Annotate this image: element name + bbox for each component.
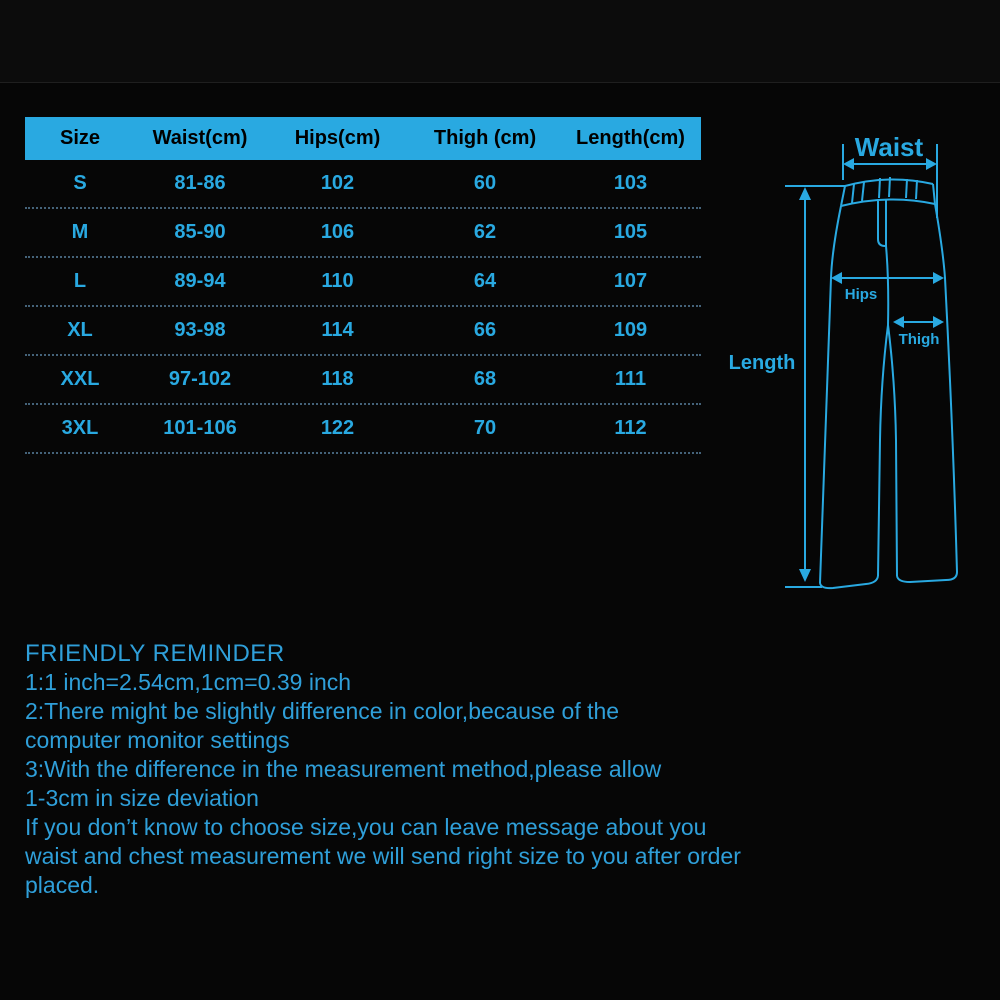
thigh-cell: 66 — [473, 319, 497, 341]
hips-cell: 122 — [320, 417, 355, 439]
thigh-cell: 60 — [473, 172, 497, 194]
length-cell: 105 — [613, 221, 648, 243]
reminder-line: 3:With the difference in the measurement… — [25, 756, 662, 782]
size-cell: L — [73, 270, 87, 292]
size-cell: 3XL — [61, 417, 99, 439]
hips-label: Hips — [845, 286, 878, 303]
table-row: M 85-90 106 62 105 — [25, 209, 701, 258]
pants-measurement-diagram: Waist Hips Thigh Length — [729, 132, 958, 590]
thigh-label: Thigh — [899, 331, 940, 348]
reminder-line: 2:There might be slightly difference in … — [25, 698, 620, 724]
reminder-line: placed. — [25, 872, 100, 898]
column-header: Hips(cm) — [294, 127, 381, 149]
size-cell: M — [71, 221, 89, 243]
table-row: L 89-94 110 64 107 — [25, 258, 701, 307]
column-header: Thigh (cm) — [433, 127, 537, 149]
arrowheads — [799, 158, 944, 582]
column-header: Size — [59, 127, 101, 149]
hips-cell: 106 — [320, 221, 355, 243]
waist-label: Waist — [855, 132, 924, 162]
column-header: Length(cm) — [576, 127, 685, 149]
thigh-cell: 64 — [473, 270, 497, 292]
pants-outline — [785, 144, 958, 590]
hips-cell: 118 — [321, 368, 354, 390]
table-row: 3XL 101-106 122 70 112 — [25, 405, 701, 454]
length-cell: 109 — [613, 319, 648, 341]
reminder-line: If you don’t know to choose size,you can… — [25, 814, 707, 840]
reminder-line: waist and chest measurement we will send… — [25, 843, 741, 869]
waist-cell: 85-90 — [174, 221, 226, 243]
waist-cell: 81-86 — [174, 172, 226, 194]
waist-cell: 93-98 — [174, 319, 226, 341]
table-row: XL 93-98 114 66 109 — [25, 307, 701, 356]
reminder-line: computer monitor settings — [25, 727, 290, 753]
length-cell: 103 — [613, 172, 648, 194]
reminder-line: 1-3cm in size deviation — [25, 785, 259, 811]
waist-cell: 89-94 — [174, 270, 226, 292]
reminder-lines: 1:1 inch=2.54cm,1cm=0.39 inch 2:There mi… — [25, 668, 985, 900]
column-header: Waist(cm) — [152, 127, 248, 149]
reminder-line: 1:1 inch=2.54cm,1cm=0.39 inch — [25, 669, 352, 695]
length-cell: 107 — [613, 270, 648, 292]
size-cell: S — [73, 172, 87, 194]
waist-cell: 101-106 — [163, 417, 237, 439]
length-label: Length — [729, 352, 796, 374]
length-cell: 112 — [614, 417, 647, 439]
waist-cell: 97-102 — [168, 368, 232, 390]
hips-cell: 110 — [321, 270, 354, 292]
table-header-row: Size Waist(cm) Hips(cm) Thigh (cm) Lengt… — [25, 117, 701, 160]
thigh-cell: 70 — [473, 417, 497, 439]
table-body: S 81-86 102 60 103 M 85-90 106 62 105 L — [25, 160, 701, 454]
diagram-labels: Waist Hips Thigh Length — [729, 132, 940, 374]
hips-cell: 102 — [320, 172, 355, 194]
thigh-cell: 68 — [473, 368, 497, 390]
top-divider — [0, 82, 1000, 83]
friendly-reminder: FRIENDLY REMINDER 1:1 inch=2.54cm,1cm=0.… — [25, 639, 985, 900]
reminder-title: FRIENDLY REMINDER — [25, 640, 285, 667]
table-row: XXL 97-102 118 68 111 — [25, 356, 701, 405]
thigh-cell: 62 — [473, 221, 497, 243]
length-cell: 111 — [614, 368, 647, 390]
size-cell: XL — [67, 319, 93, 341]
table-row: S 81-86 102 60 103 — [25, 160, 701, 209]
top-strip — [0, 0, 1000, 82]
hips-cell: 114 — [321, 319, 354, 341]
size-chart-table: Size Waist(cm) Hips(cm) Thigh (cm) Lengt… — [25, 117, 701, 454]
size-cell: XXL — [60, 368, 100, 390]
